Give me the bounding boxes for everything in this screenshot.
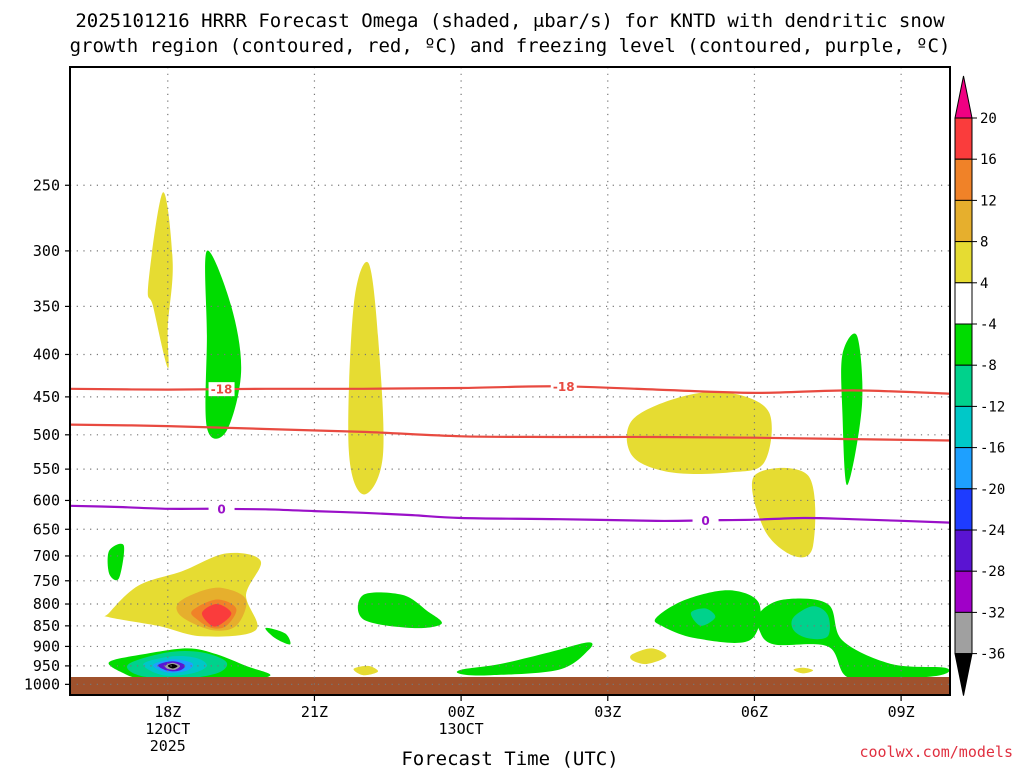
colorbar-label-4: 4	[980, 276, 988, 292]
omega-region-4	[751, 467, 816, 558]
colorbar-segment-0	[954, 117, 973, 160]
x-tick-label-03Z-0: 03Z	[594, 703, 621, 721]
omega-region-10	[201, 604, 232, 627]
omega-region-24	[690, 608, 716, 626]
colorbar-segment-3	[954, 241, 973, 284]
colorbar-top-arrow	[954, 75, 973, 119]
credit-text[interactable]: coolwx.com/models	[859, 743, 1013, 761]
y-tick-label-950: 950	[33, 657, 60, 675]
contour-label-bg-2-1	[692, 513, 719, 528]
colorbar: 20 16 12 8 4 -4 -8 -12 -16 -20 -24 -28 -32 -36	[954, 75, 1005, 696]
y-tick-label-500: 500	[33, 426, 60, 444]
y-tick-label-350: 350	[33, 297, 60, 315]
terrain-ground	[70, 677, 950, 695]
omega-region-19	[353, 665, 379, 676]
omega-region-2	[348, 261, 384, 495]
y-axis: 250 300 350 400 450 500 550 600 650 700 750 800 850 9…	[24, 176, 70, 693]
colorbar-label-8: -16	[980, 441, 1005, 457]
colorbar-segment-6	[954, 364, 973, 407]
plot-frame	[69, 66, 951, 696]
x-tick-label-18Z-0: 18Z	[154, 703, 181, 721]
y-tick-label-550: 550	[33, 460, 60, 478]
y-tick-label-250: 250	[33, 176, 60, 194]
x-tick-label-18Z-1: 12OCT	[145, 720, 190, 738]
y-tick-label-800: 800	[33, 595, 60, 613]
omega-region-17	[167, 663, 178, 669]
colorbar-label-1: 16	[980, 152, 997, 168]
contour-label-0-1: -18	[553, 380, 575, 394]
colorbar-label-5: -4	[980, 317, 997, 333]
y-tick-label-600: 600	[33, 491, 60, 509]
omega-region-20	[357, 592, 442, 629]
contour-label-2-0: 0	[217, 502, 225, 516]
y-tick-label-700: 700	[33, 547, 60, 565]
colorbar-segment-8	[954, 447, 973, 490]
colorbar-segment-4	[954, 282, 973, 325]
omega-region-6	[107, 543, 125, 581]
y-tick-label-750: 750	[33, 572, 60, 590]
contour-label-0-0: -18	[211, 383, 233, 397]
colorbar-segment-5	[954, 323, 973, 366]
colorbar-segment-11	[954, 570, 973, 613]
colorbar-segment-1	[954, 158, 973, 201]
contour-line-2	[69, 504, 951, 524]
plot-area: -18 -18 0 0	[69, 66, 951, 696]
x-tick-label-00Z-1: 13OCT	[439, 720, 484, 738]
omega-region-22	[630, 648, 667, 665]
omega-region-18	[265, 627, 291, 645]
contour-label-2-1: 0	[701, 514, 709, 528]
colorbar-label-12: -32	[980, 605, 1005, 621]
gridlines	[70, 67, 950, 695]
colorbar-label-7: -12	[980, 399, 1005, 415]
chart-title-line1: 2025101216 HRRR Forecast Omega (shaded, …	[75, 10, 945, 32]
omega-region-21	[456, 642, 593, 676]
colorbar-segment-10	[954, 529, 973, 572]
y-tick-label-400: 400	[33, 345, 60, 363]
colorbar-label-3: 8	[980, 235, 988, 251]
colorbar-label-9: -20	[980, 482, 1005, 498]
contour-label-bg-0-0	[208, 382, 235, 397]
colorbar-label-6: -8	[980, 358, 997, 374]
colorbar-label-13: -36	[980, 647, 1005, 663]
colorbar-segment-7	[954, 405, 973, 449]
x-tick-label-18Z-2: 2025	[150, 737, 186, 755]
colorbar-label-2: 12	[980, 193, 997, 209]
y-tick-label-650: 650	[33, 520, 60, 538]
colorbar-segment-9	[954, 488, 973, 531]
x-axis-label: Forecast Time (UTC)	[401, 748, 618, 768]
contour-line-1	[69, 423, 951, 442]
y-tick-label-850: 850	[33, 617, 60, 635]
x-tick-label-09Z-0: 09Z	[888, 703, 915, 721]
y-tick-label-1000: 1000	[24, 675, 60, 693]
colorbar-bottom-arrow	[954, 653, 973, 696]
omega-region-0	[147, 192, 173, 368]
y-tick-label-900: 900	[33, 637, 60, 655]
x-tick-label-00Z-0: 00Z	[448, 703, 475, 721]
colorbar-segment-12	[954, 611, 973, 655]
contour-label-bg-2-0	[208, 501, 235, 516]
colorbar-label-0: 20	[980, 111, 997, 127]
chart-title-line2: growth region (contoured, red, ºC) and f…	[70, 35, 951, 57]
omega-region-3	[626, 391, 772, 475]
colorbar-label-10: -24	[980, 523, 1005, 539]
y-tick-label-300: 300	[33, 242, 60, 260]
contour-label-bg-0-1	[550, 379, 577, 394]
colorbar-label-11: -28	[980, 564, 1005, 580]
omega-region-5	[841, 333, 863, 486]
y-tick-label-450: 450	[33, 388, 60, 406]
x-tick-label-21Z-0: 21Z	[301, 703, 328, 721]
colorbar-segment-2	[954, 199, 973, 243]
omega-region-27	[793, 667, 814, 674]
x-tick-label-06Z-0: 06Z	[741, 703, 768, 721]
contour-lines: -18 -18 0 0	[69, 379, 951, 528]
omega-region-26	[791, 606, 830, 640]
